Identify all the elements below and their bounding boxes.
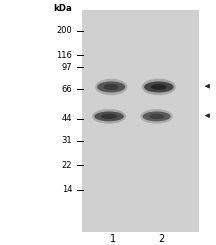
Ellipse shape [149, 114, 164, 119]
Text: 22: 22 [62, 161, 72, 170]
Ellipse shape [101, 114, 117, 119]
Text: 2: 2 [158, 234, 164, 244]
Ellipse shape [97, 81, 125, 92]
Bar [82, 10, 199, 232]
Text: 14: 14 [62, 185, 72, 194]
Ellipse shape [144, 81, 173, 92]
Text: 1: 1 [110, 234, 116, 244]
Text: 200: 200 [57, 26, 72, 35]
Ellipse shape [94, 111, 124, 121]
Text: 66: 66 [62, 85, 72, 94]
Ellipse shape [151, 84, 167, 90]
Ellipse shape [95, 79, 127, 95]
Text: 44: 44 [62, 114, 72, 123]
Ellipse shape [140, 109, 173, 124]
Text: kDa: kDa [54, 4, 72, 13]
Text: 97: 97 [62, 63, 72, 72]
Ellipse shape [103, 84, 119, 90]
Text: 116: 116 [57, 51, 72, 60]
Text: 31: 31 [62, 136, 72, 145]
Ellipse shape [142, 79, 176, 95]
Ellipse shape [92, 109, 126, 124]
Ellipse shape [143, 111, 171, 121]
